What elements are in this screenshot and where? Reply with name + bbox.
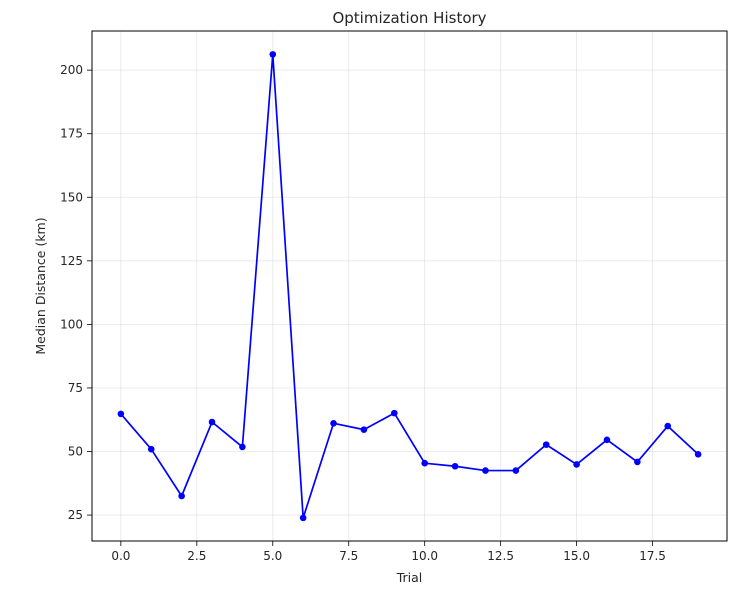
data-point [421,459,428,467]
y-tick-label: 150 [60,190,83,204]
y-tick-label: 50 [68,445,83,459]
data-point [664,422,672,430]
data-point [178,492,185,500]
x-tick-label: 17.5 [639,549,666,563]
data-point [634,458,641,466]
data-point [694,451,702,458]
x-tick-label: 0.0 [111,549,130,563]
x-axis-ticks: 0.0 2.5 5.0 7.5 10.0 12.5 15.0 17.5 [111,541,666,563]
x-axis-label: Trial [396,570,423,585]
data-point [360,426,368,433]
data-point [573,461,580,468]
grid-lines [92,31,727,541]
x-tick-label: 12.5 [487,549,514,563]
data-point [451,462,459,470]
series-layer [117,51,702,522]
x-tick-label: 15.0 [563,549,590,563]
x-tick-label: 2.5 [187,549,206,563]
data-point [147,445,155,453]
x-tick-label: 5.0 [263,549,282,563]
data-point [542,441,550,448]
y-tick-label: 200 [60,63,83,77]
data-point [603,436,611,444]
y-axis-label: Median Distance (km) [33,217,48,354]
data-point [391,409,398,417]
x-tick-label: 7.5 [339,549,358,563]
y-tick-label: 25 [68,508,83,522]
y-tick-label: 125 [60,254,83,268]
x-tick-label: 10.0 [411,549,438,563]
y-axis-ticks: 25 50 75 100 125 150 175 200 [60,63,92,522]
y-tick-label: 100 [60,317,83,331]
data-point [330,419,337,427]
data-point [117,410,125,418]
data-point [299,514,307,522]
series-line [120,53,699,519]
plot-frame [91,30,728,542]
data-point [512,467,520,474]
data-point [239,443,246,451]
y-tick-label: 75 [68,381,83,395]
data-point [208,418,216,426]
y-tick-label: 175 [60,127,83,141]
chart-title: Optimization History [332,9,486,27]
data-point [482,467,489,474]
data-point [269,51,277,58]
